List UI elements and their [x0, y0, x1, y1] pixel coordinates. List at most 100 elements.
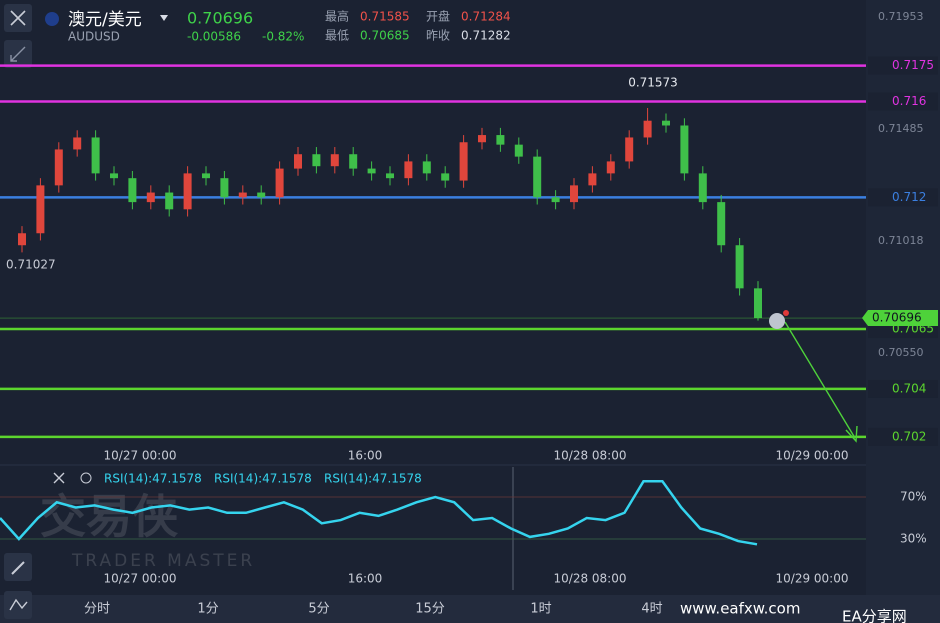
pair-name: 澳元/美元 — [68, 10, 142, 30]
candle-body — [330, 154, 339, 167]
draw-icon — [11, 561, 25, 575]
watermark-site: www.eafxw.com — [680, 600, 800, 618]
stat-label: 开盘 — [426, 9, 450, 24]
candle-body — [606, 161, 615, 174]
price-tick-label: 0.71018 — [878, 234, 924, 247]
candle-body — [54, 149, 63, 186]
watermark-en: TRADER MASTER — [71, 551, 255, 571]
flag — [45, 12, 59, 26]
candle-body — [294, 154, 302, 169]
candle-body — [588, 173, 597, 186]
candle-body — [496, 135, 505, 145]
candle-body — [349, 154, 358, 169]
last-price: 0.70696 — [187, 9, 253, 28]
stat-label: 最高 — [325, 9, 349, 24]
rsi-label: RSI(14):47.1578 — [104, 472, 202, 486]
timeframe-option[interactable]: 1时 — [530, 602, 551, 617]
candle-body — [754, 288, 762, 319]
price-change: -0.00586 — [187, 30, 241, 44]
timeframe-bar — [0, 595, 940, 623]
candle-body — [680, 125, 689, 174]
close-icon — [10, 10, 26, 26]
rsi-time-label: 10/28 08:00 — [554, 572, 627, 586]
candle-body — [422, 161, 431, 174]
candle-body — [36, 185, 45, 234]
candle-body — [551, 197, 560, 203]
time-label: 16:00 — [348, 449, 383, 463]
candle-body — [367, 168, 376, 174]
candle-body — [128, 178, 137, 203]
rsi-time-label: 10/29 00:00 — [776, 572, 849, 586]
timeframe-option[interactable]: 1分 — [197, 602, 218, 617]
candle-body — [238, 192, 247, 198]
stat-value: 0.71282 — [461, 29, 511, 43]
candle-body — [73, 137, 82, 150]
rsi-level-label: 70% — [900, 490, 927, 504]
timeframe-option[interactable]: 5分 — [308, 602, 329, 617]
candle-body — [662, 120, 670, 126]
stat-value: 0.70685 — [360, 29, 410, 43]
candle-body — [183, 173, 192, 210]
candle-body — [275, 168, 284, 198]
level-tag — [868, 379, 938, 398]
indicator-icon — [9, 598, 28, 611]
watermark-cn: 交易侠 — [40, 490, 179, 544]
candle-body — [312, 154, 321, 167]
level-label: 0.716 — [892, 94, 926, 108]
price-tick-label: 0.71485 — [878, 122, 924, 135]
candle-body — [220, 178, 229, 198]
level-label: 0.712 — [892, 190, 926, 204]
level-tag — [868, 188, 938, 207]
level-label: 0.704 — [892, 381, 926, 395]
rsi-time-label: 10/27 00:00 — [104, 572, 177, 586]
stat-value: 0.71585 — [360, 10, 410, 24]
time-label: 10/29 00:00 — [776, 449, 849, 463]
left-price-label: 0.71027 — [6, 258, 56, 272]
candle-body — [570, 185, 578, 203]
current-price-label: 0.70696 — [872, 311, 922, 325]
candle-body — [257, 192, 266, 198]
pair-symbol: AUDUSD — [68, 30, 120, 44]
time-label: 10/28 08:00 — [554, 449, 627, 463]
stat-label: 最低 — [325, 29, 349, 43]
price-tick-label: 0.70550 — [878, 346, 924, 359]
level-tag — [868, 92, 938, 111]
timeframe-option[interactable]: 分时 — [84, 602, 110, 617]
candle-body — [514, 144, 523, 157]
watermark-site-name: EA分享网 — [842, 608, 907, 623]
rsi-close[interactable] — [53, 472, 65, 484]
candle-body — [110, 173, 118, 179]
candle-body — [165, 192, 174, 210]
candle-body — [643, 120, 652, 138]
candle-body — [146, 192, 155, 203]
candle-body — [478, 135, 486, 143]
timeframe-option[interactable]: 15分 — [415, 602, 445, 617]
price-change-pct: -0.82% — [262, 30, 304, 44]
candle-body — [459, 142, 468, 181]
rsi-settings[interactable] — [80, 472, 92, 484]
candle-body — [717, 202, 726, 246]
rsi-time-label: 16:00 — [348, 572, 383, 586]
stat-value: 0.71284 — [461, 10, 511, 24]
level-tag — [868, 427, 938, 446]
level-tag — [868, 56, 938, 75]
level-label: 0.702 — [892, 429, 926, 443]
candle-body — [533, 156, 542, 198]
current-price-tag — [862, 310, 938, 327]
stat-label: 昨收 — [426, 29, 450, 43]
level-label: 0.7175 — [892, 58, 934, 72]
indicator-button[interactable] — [4, 591, 32, 619]
candle-body — [18, 233, 26, 246]
time-label: 10/27 00:00 — [104, 449, 177, 463]
candle-body — [625, 137, 634, 162]
info-icon[interactable] — [769, 313, 785, 329]
candle-body — [202, 173, 210, 179]
rsi-line — [0, 480, 758, 546]
timeframe-option[interactable]: 4时 — [641, 602, 662, 617]
rsi-level-label: 30% — [900, 532, 927, 546]
candle-body — [386, 173, 394, 179]
dropdown[interactable] — [160, 15, 168, 21]
candle-body — [735, 245, 744, 289]
